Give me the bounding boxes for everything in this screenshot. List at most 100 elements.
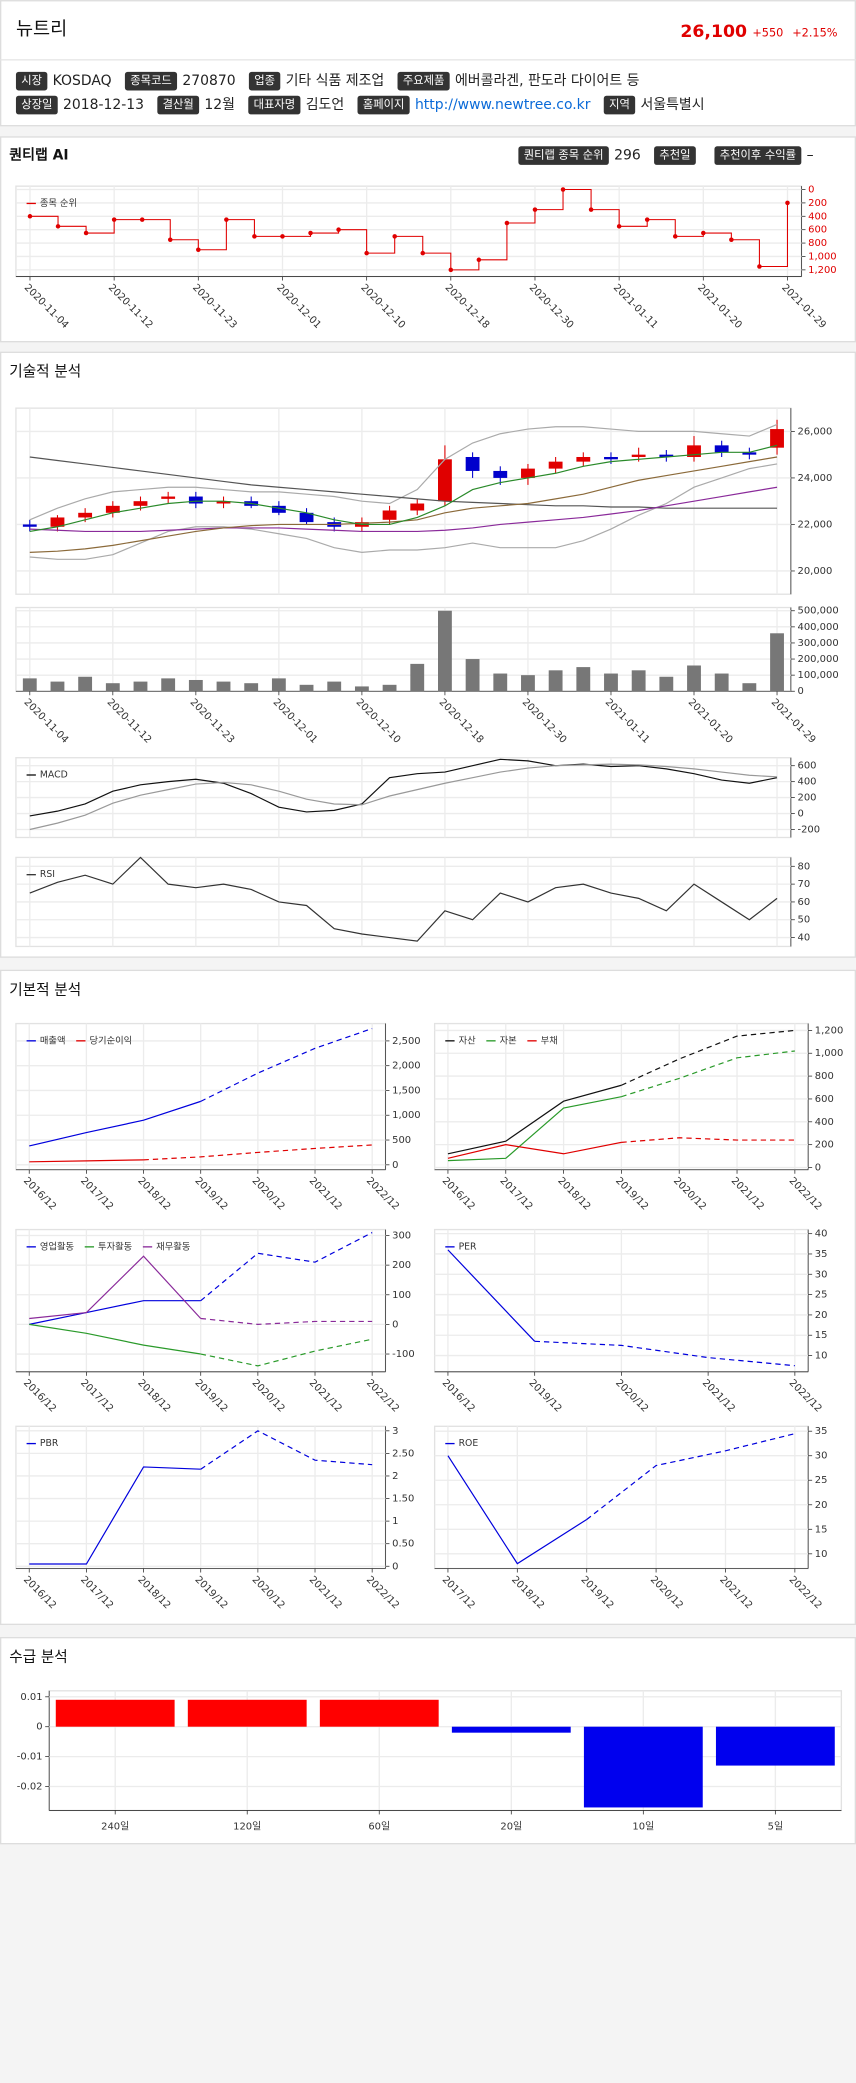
y-tick-label: 3: [392, 1426, 398, 1437]
y-tick-label: 40: [815, 1229, 828, 1240]
legend-label: 투자활동: [98, 1240, 133, 1252]
bar: [319, 1699, 439, 1727]
bar: [55, 1699, 175, 1727]
bar: [631, 670, 646, 692]
bar: [576, 667, 591, 692]
y-tick-label: 1,000: [392, 1110, 421, 1121]
y-tick-label: 25: [815, 1475, 828, 1486]
data-point: [532, 207, 538, 212]
data-point: [111, 217, 117, 222]
series-line: [447, 1141, 622, 1159]
data-point: [420, 250, 426, 256]
y-tick-label: -200: [798, 824, 821, 835]
data-point: [336, 227, 341, 232]
bar: [188, 679, 203, 692]
data-point: [476, 257, 482, 263]
badge: [248, 71, 281, 91]
y-tick-label: 1,200: [808, 265, 837, 276]
bar: [583, 1726, 703, 1808]
step-line: [226, 219, 255, 237]
step-line: [338, 229, 368, 254]
legend-label: RSI: [40, 869, 55, 880]
badge: [157, 95, 200, 115]
series-line: [200, 1232, 373, 1302]
badge-label: 업종: [254, 74, 275, 87]
bar: [714, 673, 729, 692]
badge-value: 2018-12-13: [63, 97, 144, 113]
bar: [410, 663, 425, 692]
bar: [742, 683, 757, 692]
badge-label: 대표자명: [254, 98, 296, 111]
series-line: [143, 1144, 373, 1161]
stock-name: 뉴트리: [16, 19, 67, 40]
data-point: [83, 230, 89, 236]
y-tick-label: 400,000: [798, 622, 839, 633]
section-title: 기술적 분석: [9, 363, 81, 380]
bar: [382, 684, 397, 692]
y-tick-label: 50: [798, 915, 811, 926]
candle-body: [493, 470, 508, 478]
series-line: [447, 1249, 536, 1342]
y-tick-label: 10: [815, 1351, 828, 1362]
plot-area: [15, 606, 792, 692]
legend-label: 재무활동: [156, 1240, 191, 1252]
series-line: [29, 463, 778, 560]
x-tick-label: 10일: [632, 1820, 654, 1832]
y-tick-label: 10: [815, 1549, 828, 1560]
data-point: [616, 224, 622, 229]
y-tick-label: 1,000: [815, 1048, 844, 1059]
y-tick-label: 500: [392, 1135, 411, 1146]
y-tick-label: 80: [798, 861, 811, 872]
y-tick-label: 200: [815, 1140, 834, 1151]
y-tick-label: 60: [798, 897, 811, 908]
step-line: [759, 202, 789, 268]
candle-body: [133, 501, 148, 506]
series-line: [447, 1096, 622, 1162]
series-line: [447, 1084, 622, 1155]
data-point: [701, 230, 706, 236]
data-point: [196, 247, 201, 253]
data-point: [55, 224, 61, 229]
y-tick-label: 1,500: [392, 1085, 421, 1096]
candle-body: [714, 445, 729, 453]
series-line: [447, 1455, 588, 1565]
legend-label: 영업활동: [40, 1240, 75, 1252]
y-tick-label: 200: [808, 198, 827, 209]
y-tick-label: 1,200: [815, 1025, 844, 1036]
homepage-link[interactable]: http://www.newtree.co.kr: [415, 97, 591, 113]
candle-body: [216, 501, 231, 504]
candle-body: [687, 445, 701, 457]
badge-value: 270870: [182, 73, 235, 89]
badge-value: 296: [614, 148, 641, 164]
badge: [654, 146, 696, 165]
y-tick-label: 100: [392, 1290, 411, 1301]
section-title: 수급 분석: [9, 1649, 67, 1666]
candle-body: [576, 456, 591, 462]
data-point: [167, 237, 173, 242]
legend-label: MACD: [40, 769, 68, 780]
badge-label: 퀀티랩 종목 순위: [524, 149, 604, 162]
candle-body: [604, 456, 618, 460]
badge-label: 종목코드: [130, 74, 172, 87]
bar: [687, 665, 701, 692]
candle-body: [161, 496, 176, 499]
badge: [15, 71, 48, 91]
series-line: [586, 1433, 796, 1520]
y-tick-label: 0: [808, 185, 814, 196]
plot-area: [48, 1690, 843, 1812]
header-card: [0, 0, 856, 127]
candle-body: [22, 524, 37, 527]
candle-body: [50, 517, 65, 527]
x-tick-label: 5일: [768, 1820, 784, 1832]
series-line: [29, 763, 778, 831]
bar: [659, 676, 674, 692]
candle-body: [659, 454, 674, 457]
candle-body: [410, 503, 425, 511]
badge-value: 12월: [204, 97, 235, 113]
series-line: [621, 1029, 795, 1086]
badge: [603, 95, 636, 115]
series-line: [200, 1338, 373, 1367]
data-point: [252, 234, 257, 239]
